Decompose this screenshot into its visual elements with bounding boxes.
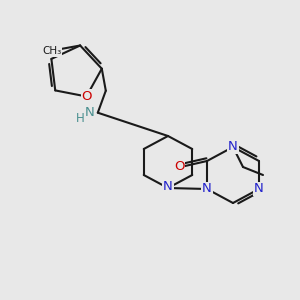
Text: N: N <box>228 140 238 154</box>
Text: N: N <box>202 182 212 196</box>
Text: N: N <box>163 179 173 193</box>
Text: N: N <box>85 106 95 119</box>
Text: N: N <box>254 182 264 196</box>
Text: O: O <box>81 90 92 103</box>
Text: H: H <box>75 112 84 125</box>
Text: CH₃: CH₃ <box>43 46 62 56</box>
Text: O: O <box>174 160 184 173</box>
